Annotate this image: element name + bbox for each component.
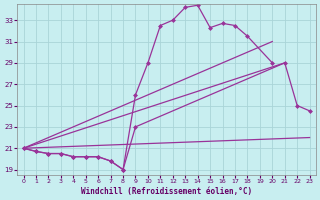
X-axis label: Windchill (Refroidissement éolien,°C): Windchill (Refroidissement éolien,°C) [81, 187, 252, 196]
